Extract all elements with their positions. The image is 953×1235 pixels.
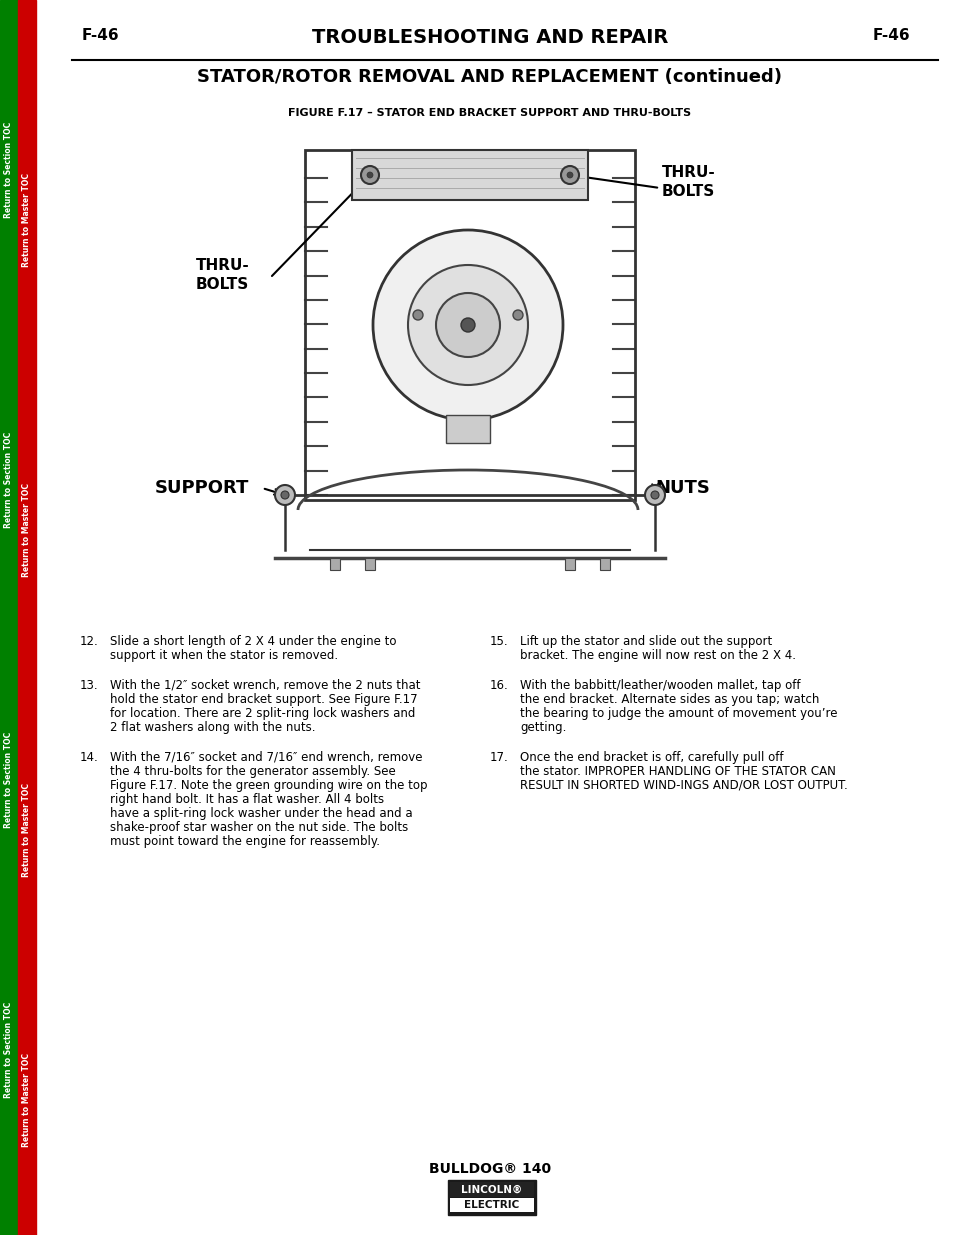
Text: Return to Section TOC: Return to Section TOC [5, 122, 13, 219]
Text: Return to Master TOC: Return to Master TOC [23, 173, 31, 267]
Bar [448, 1179, 536, 1215]
Circle shape [360, 165, 378, 184]
Text: Figure F.17. Note the green grounding wire on the top: Figure F.17. Note the green grounding wi… [110, 779, 427, 792]
Text: getting.: getting. [519, 721, 566, 734]
Text: have a split-ring lock washer under the head and a: have a split-ring lock washer under the … [110, 806, 413, 820]
Text: shake-proof star washer on the nut side. The bolts: shake-proof star washer on the nut side.… [110, 821, 408, 834]
Bar [564, 558, 575, 571]
Text: for location. There are 2 split-ring lock washers and: for location. There are 2 split-ring loc… [110, 706, 415, 720]
Text: With the 7/16″ socket and 7/16″ end wrench, remove: With the 7/16″ socket and 7/16″ end wren… [110, 751, 422, 764]
Text: Once the end bracket is off, carefully pull off: Once the end bracket is off, carefully p… [519, 751, 782, 764]
Circle shape [513, 310, 522, 320]
Circle shape [650, 492, 659, 499]
Text: 15.: 15. [490, 635, 508, 648]
Text: BULLDOG® 140: BULLDOG® 140 [429, 1162, 551, 1176]
Bar [599, 558, 609, 571]
Text: Return to Section TOC: Return to Section TOC [5, 432, 13, 529]
Circle shape [566, 172, 573, 178]
Text: Return to Master TOC: Return to Master TOC [23, 483, 31, 577]
Text: must point toward the engine for reassembly.: must point toward the engine for reassem… [110, 835, 379, 848]
Text: the bearing to judge the amount of movement you’re: the bearing to judge the amount of movem… [519, 706, 837, 720]
Text: Return to Master TOC: Return to Master TOC [23, 1053, 31, 1147]
Circle shape [413, 310, 422, 320]
Text: 12.: 12. [80, 635, 99, 648]
Text: Return to Section TOC: Return to Section TOC [5, 732, 13, 829]
Text: the stator. IMPROPER HANDLING OF THE STATOR CAN: the stator. IMPROPER HANDLING OF THE STA… [519, 764, 835, 778]
Text: 14.: 14. [80, 751, 99, 764]
Text: TROUBLESHOOTING AND REPAIR: TROUBLESHOOTING AND REPAIR [312, 28, 667, 47]
Text: With the 1/2″ socket wrench, remove the 2 nuts that: With the 1/2″ socket wrench, remove the … [110, 679, 420, 692]
Bar [352, 149, 587, 200]
Text: ELECTRIC: ELECTRIC [464, 1200, 519, 1210]
Circle shape [367, 172, 373, 178]
Circle shape [560, 165, 578, 184]
Text: THRU-
BOLTS: THRU- BOLTS [195, 258, 250, 291]
Circle shape [436, 293, 499, 357]
Text: 16.: 16. [490, 679, 508, 692]
Bar [330, 558, 339, 571]
Text: hold the stator end bracket support. See Figure F.17: hold the stator end bracket support. See… [110, 693, 417, 706]
Text: SUPPORT: SUPPORT [154, 479, 249, 496]
Text: F-46: F-46 [871, 28, 909, 43]
Text: Lift up the stator and slide out the support: Lift up the stator and slide out the sup… [519, 635, 771, 648]
Text: F-46: F-46 [82, 28, 119, 43]
Bar [450, 1198, 534, 1212]
Text: Return to Master TOC: Return to Master TOC [23, 783, 31, 877]
Circle shape [281, 492, 289, 499]
Bar [365, 558, 375, 571]
Text: right hand bolt. It has a flat washer. All 4 bolts: right hand bolt. It has a flat washer. A… [110, 793, 384, 806]
Text: support it when the stator is removed.: support it when the stator is removed. [110, 650, 337, 662]
Text: 17.: 17. [490, 751, 508, 764]
Text: bracket. The engine will now rest on the 2 X 4.: bracket. The engine will now rest on the… [519, 650, 795, 662]
Text: THRU-
BOLTS: THRU- BOLTS [661, 165, 715, 199]
Text: LINCOLN®: LINCOLN® [461, 1184, 522, 1194]
Text: With the babbitt/leather/wooden mallet, tap off: With the babbitt/leather/wooden mallet, … [519, 679, 800, 692]
Text: NUTS: NUTS [655, 479, 709, 496]
Text: 2 flat washers along with the nuts.: 2 flat washers along with the nuts. [110, 721, 315, 734]
Text: the end bracket. Alternate sides as you tap; watch: the end bracket. Alternate sides as you … [519, 693, 819, 706]
Bar [18, 0, 36, 1235]
Text: RESULT IN SHORTED WIND-INGS AND/OR LOST OUTPUT.: RESULT IN SHORTED WIND-INGS AND/OR LOST … [519, 779, 847, 792]
Bar [0, 0, 18, 1235]
Text: 13.: 13. [80, 679, 98, 692]
Circle shape [373, 230, 562, 420]
Text: Slide a short length of 2 X 4 under the engine to: Slide a short length of 2 X 4 under the … [110, 635, 396, 648]
Bar [450, 1182, 534, 1197]
Circle shape [644, 485, 664, 505]
Text: the 4 thru-bolts for the generator assembly. See: the 4 thru-bolts for the generator assem… [110, 764, 395, 778]
Bar [305, 149, 635, 500]
Text: FIGURE F.17 – STATOR END BRACKET SUPPORT AND THRU-BOLTS: FIGURE F.17 – STATOR END BRACKET SUPPORT… [288, 107, 691, 119]
Circle shape [274, 485, 294, 505]
Text: STATOR/ROTOR REMOVAL AND REPLACEMENT (continued): STATOR/ROTOR REMOVAL AND REPLACEMENT (co… [197, 68, 781, 86]
Circle shape [408, 266, 527, 385]
Circle shape [460, 317, 475, 332]
Bar [446, 415, 490, 443]
Text: Return to Section TOC: Return to Section TOC [5, 1002, 13, 1098]
